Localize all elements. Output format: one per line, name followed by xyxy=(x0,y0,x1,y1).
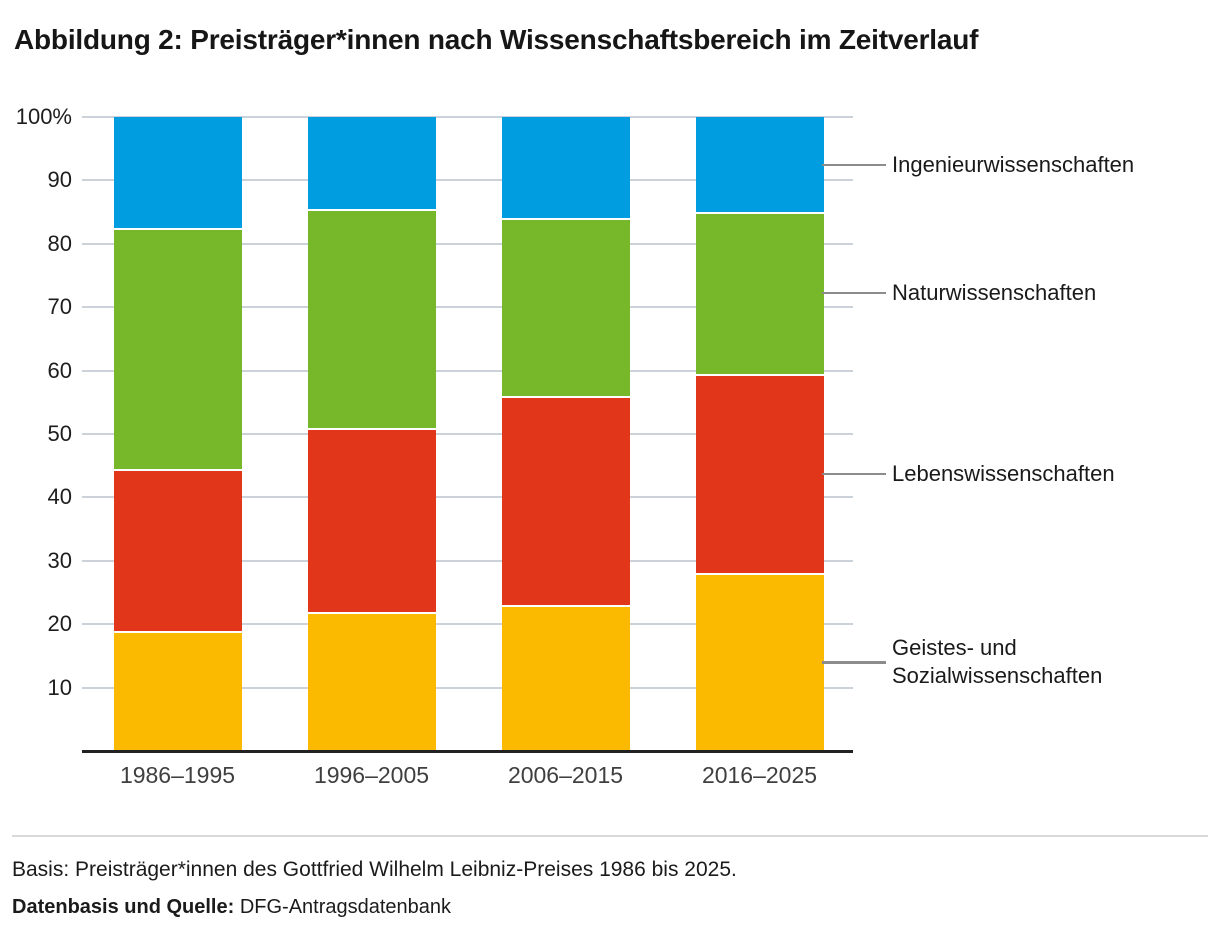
x-tick-label: 2006–2015 xyxy=(507,762,624,788)
legend-label: Geistes- und Sozialwissenschaften xyxy=(892,635,1103,689)
y-tick-label: 20 xyxy=(47,611,72,637)
y-gridline xyxy=(82,559,853,562)
footer-basis-note: Basis: Preisträger*innen des Gottfried W… xyxy=(12,858,737,881)
bar-2006–2015 xyxy=(501,117,630,751)
footer-source-note: Datenbasis und Quelle: DFG-Antragsdatenb… xyxy=(12,896,451,919)
bar-1996–2005 xyxy=(307,117,436,751)
bar-segment-Ingenieurwissenschaften xyxy=(695,117,824,213)
x-tick-label: 2016–2025 xyxy=(701,762,818,788)
y-tick-label: 30 xyxy=(47,547,72,573)
bar-segment-Geistes- und Sozialwissenschaften xyxy=(307,611,436,751)
bar-segment-Geistes- und Sozialwissenschaften xyxy=(113,630,242,751)
legend-connector xyxy=(822,472,886,476)
y-tick-label: 80 xyxy=(47,230,72,256)
chart-title: Abbildung 2: Preisträger*innen nach Wiss… xyxy=(14,24,979,55)
bar-segment-Ingenieurwissenschaften xyxy=(501,117,630,219)
x-tick-label: 1986–1995 xyxy=(119,762,236,788)
footer-source-label: Datenbasis und Quelle: xyxy=(12,896,235,918)
bar-segment-Ingenieurwissenschaften xyxy=(307,117,436,209)
y-gridline xyxy=(82,623,853,626)
footer-source-value: DFG-Antragsdatenbank xyxy=(239,896,452,918)
y-tick-label: 60 xyxy=(47,357,72,383)
bar-segment-Geistes- und Sozialwissenschaften xyxy=(501,605,630,751)
bar-segment-Lebenswissenschaften xyxy=(695,373,824,574)
y-gridline xyxy=(82,496,853,499)
y-gridline xyxy=(82,116,853,118)
y-tick-label: 40 xyxy=(47,484,72,510)
x-axis-line xyxy=(82,750,853,753)
x-tick-label: 1996–2005 xyxy=(313,762,430,788)
bar-segment-Ingenieurwissenschaften xyxy=(113,117,242,228)
y-tick-label: 90 xyxy=(47,167,72,193)
y-gridline xyxy=(82,433,853,435)
bar-segment-Naturwissenschaften xyxy=(307,208,436,428)
bar-2016–2025 xyxy=(695,117,824,751)
bar-1986–1995 xyxy=(113,117,242,751)
bar-segment-Lebenswissenschaften xyxy=(113,468,242,631)
bar-segment-Naturwissenschaften xyxy=(501,218,630,396)
legend-label: Ingenieurwissenschaften xyxy=(892,151,1135,177)
bar-segment-Geistes- und Sozialwissenschaften xyxy=(695,573,824,751)
bar-segment-Naturwissenschaften xyxy=(695,212,824,374)
y-tick-label: 10 xyxy=(47,674,72,700)
y-gridline xyxy=(82,369,853,372)
y-gridline xyxy=(82,306,853,309)
y-tick-label: 50 xyxy=(47,421,72,446)
y-tick-label: 100% xyxy=(15,104,72,129)
legend-connector xyxy=(822,291,886,295)
y-gridline xyxy=(82,242,853,245)
plot-area: 100% 90 80 70 60 50 40 30 20 10 1986–1995 1996–2005… xyxy=(15,104,1135,788)
legend-label: Lebenswissenschaften xyxy=(892,460,1115,486)
legend-label: Naturwissenschaften xyxy=(892,279,1097,305)
y-tick-label: 70 xyxy=(47,294,72,320)
bar-segment-Lebenswissenschaften xyxy=(307,427,436,612)
bar-segment-Naturwissenschaften xyxy=(113,227,242,469)
footer-divider xyxy=(12,835,1208,837)
legend-connector xyxy=(822,661,886,664)
legend-connector xyxy=(822,163,886,167)
y-gridline xyxy=(82,686,853,689)
bar-segment-Lebenswissenschaften xyxy=(501,395,630,606)
y-gridline xyxy=(82,179,853,182)
